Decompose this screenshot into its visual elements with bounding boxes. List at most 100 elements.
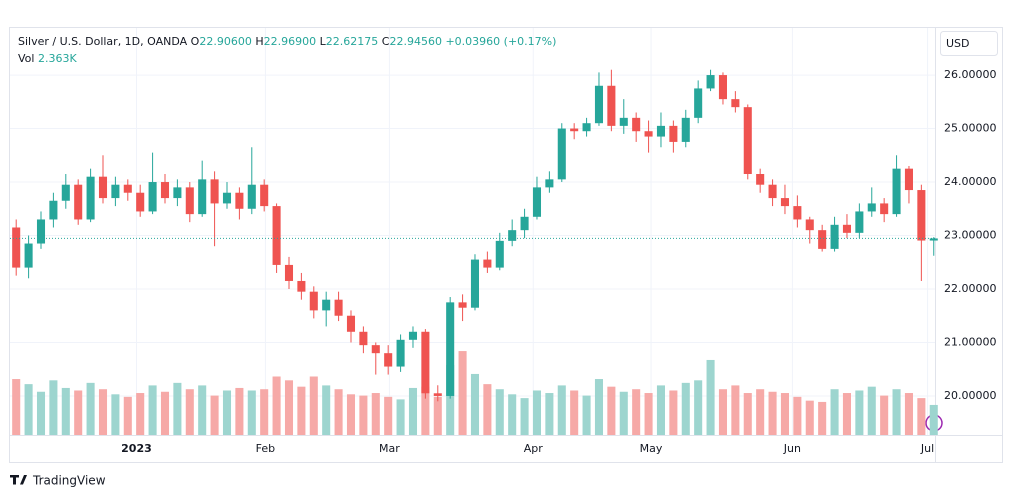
candle-body: [570, 128, 579, 132]
volume-bar: [136, 393, 145, 435]
candle-body: [594, 85, 604, 124]
candle-body: [532, 187, 542, 217]
candle: [458, 294, 467, 322]
candle: [160, 174, 170, 204]
x-tick-label: May: [640, 442, 663, 455]
candle: [222, 182, 232, 209]
candle-body: [74, 184, 83, 220]
candle-body: [433, 393, 442, 396]
candle-body: [173, 187, 182, 199]
volume-bar: [86, 382, 95, 435]
candle-body: [520, 216, 529, 231]
volume-bar: [260, 389, 269, 435]
candle: [570, 123, 579, 140]
candle-body: [607, 85, 616, 126]
candle: [842, 214, 851, 239]
candle: [12, 219, 21, 276]
candle: [148, 152, 157, 215]
candle: [284, 256, 294, 289]
candle-body: [98, 176, 108, 199]
candle: [532, 176, 542, 220]
candle-body: [557, 128, 566, 180]
candle: [322, 291, 331, 327]
candle: [346, 310, 356, 343]
field-value: 22.62175: [325, 35, 379, 48]
candle-body: [12, 227, 21, 268]
volume-bar: [644, 393, 653, 435]
x-tick-label: Apr: [524, 442, 544, 455]
volume-bar: [619, 391, 628, 435]
candle-body: [24, 243, 33, 268]
candle: [334, 291, 343, 322]
candle-body: [136, 192, 145, 212]
frame: [9, 27, 1003, 463]
candle-body: [842, 224, 851, 233]
candle: [793, 195, 802, 228]
volume-bar: [607, 386, 616, 435]
candle: [632, 112, 641, 142]
grid: [10, 28, 935, 435]
candle-body: [346, 315, 356, 332]
y-tick-label: 22.00000: [944, 282, 997, 295]
volume-bar: [768, 391, 777, 435]
volume-bar: [706, 359, 715, 435]
volume-bar: [780, 393, 789, 435]
candle-body: [359, 331, 368, 346]
candle: [644, 120, 653, 153]
candle-body: [818, 230, 827, 249]
currency-label: USD: [946, 37, 970, 50]
candle: [619, 99, 628, 134]
logo-icon: [10, 475, 27, 485]
field-key: C: [381, 35, 390, 48]
candle: [470, 254, 480, 311]
volume-bar: [173, 382, 182, 435]
candle-body: [272, 206, 281, 265]
candle: [86, 168, 95, 223]
candle: [495, 232, 504, 271]
volume-bar: [371, 393, 380, 435]
candle-body: [495, 240, 504, 268]
volume-bar: [904, 393, 913, 435]
volume-bar: [594, 379, 604, 435]
volume-bar: [322, 385, 331, 435]
y-tick-label: 20.00000: [944, 389, 997, 402]
volume-bar: [123, 396, 132, 435]
candle-body: [743, 107, 752, 175]
candle-body: [235, 192, 244, 209]
volume-bar: [545, 393, 554, 435]
volume-bar: [247, 390, 256, 435]
candle-body: [160, 182, 170, 199]
vol-key: Vol: [18, 52, 35, 65]
volume-bar: [880, 395, 889, 435]
x-tick-label: Mar: [379, 442, 400, 455]
candle: [173, 179, 182, 207]
volume-bar: [272, 376, 281, 435]
volume-bar: [483, 384, 492, 435]
candle: [384, 345, 393, 375]
volume-bar: [433, 396, 442, 435]
legend: Silver / U.S. Dollar, 1D, OANDA O22.9060…: [18, 33, 556, 67]
x-tick-label: Jul: [920, 442, 934, 455]
candle-body: [198, 179, 207, 215]
candle: [446, 297, 455, 399]
candle: [867, 187, 876, 217]
volume-bars: [12, 351, 938, 435]
candle-body: [334, 299, 343, 316]
volume-bar: [421, 386, 430, 435]
field-value: 22.96900: [263, 35, 317, 48]
candle: [582, 117, 591, 137]
field-key: L: [319, 35, 326, 48]
currency-button[interactable]: [940, 31, 998, 56]
candle-body: [408, 331, 418, 340]
volume-bar: [222, 390, 232, 435]
candle-body: [222, 192, 232, 204]
candle-body: [384, 353, 393, 367]
volume-bar: [495, 389, 504, 435]
y-tick-label: 24.00000: [944, 175, 997, 188]
candle: [421, 329, 430, 399]
volume-bar: [359, 395, 368, 435]
brand-logo: [10, 475, 27, 485]
volume-bar: [830, 389, 839, 435]
volume-bar: [384, 396, 393, 435]
